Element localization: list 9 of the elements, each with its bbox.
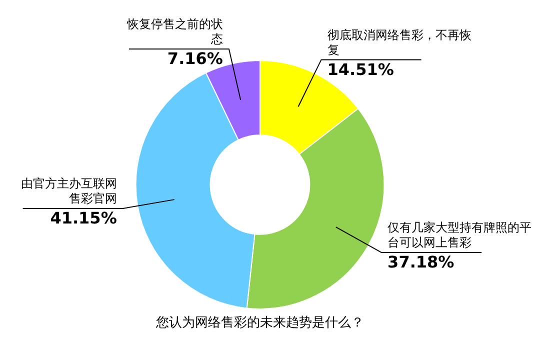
slice-label: 彻底取消网络售彩，不再恢复: [327, 28, 472, 57]
text: 您认为网络售彩的未来趋势是什么？: [155, 316, 364, 331]
slice-label: 由官方主办互联网售彩官网: [20, 176, 117, 206]
data-label: 37.18%: [388, 252, 454, 272]
data-label: 7.16%: [167, 49, 223, 68]
slice-label: 仅有几家大型持有牌照的平台可以网上售彩: [388, 220, 532, 250]
slice-label: 恢复停售之前的状态: [126, 17, 223, 46]
data-label: 41.15%: [50, 208, 117, 228]
data-label: 14.51%: [327, 60, 394, 79]
